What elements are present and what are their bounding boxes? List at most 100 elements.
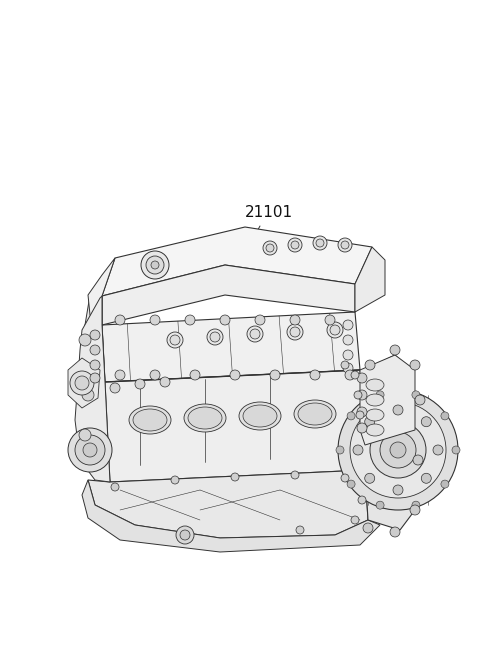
Ellipse shape [294,400,336,428]
Circle shape [356,411,364,419]
Circle shape [290,315,300,325]
Circle shape [231,473,239,481]
Polygon shape [102,227,372,296]
Circle shape [190,370,200,380]
Circle shape [255,315,265,325]
Circle shape [83,443,97,457]
Circle shape [351,371,359,379]
Circle shape [79,429,91,441]
Circle shape [441,480,449,488]
Circle shape [135,379,145,389]
Circle shape [351,516,359,524]
Circle shape [171,476,179,484]
Circle shape [330,325,340,335]
Circle shape [230,370,240,380]
Ellipse shape [188,407,222,429]
Circle shape [263,241,277,255]
Circle shape [370,422,426,478]
Polygon shape [360,355,415,445]
Circle shape [413,455,423,465]
Circle shape [376,501,384,509]
Circle shape [357,407,367,417]
Circle shape [353,445,363,455]
Circle shape [220,315,230,325]
Circle shape [115,370,125,380]
Circle shape [151,261,159,269]
Circle shape [365,473,375,483]
Circle shape [357,373,367,383]
Circle shape [365,417,375,426]
Circle shape [167,332,183,348]
Circle shape [110,383,120,393]
Circle shape [390,442,406,458]
Polygon shape [82,480,380,552]
Circle shape [357,423,367,433]
Circle shape [327,322,343,338]
Circle shape [79,334,91,346]
Circle shape [290,327,300,337]
Circle shape [170,335,180,345]
Circle shape [341,241,349,249]
Circle shape [90,330,100,340]
Circle shape [363,523,373,533]
Ellipse shape [298,403,332,425]
Circle shape [412,501,420,509]
Circle shape [390,527,400,537]
Circle shape [296,526,304,534]
Circle shape [270,370,280,380]
Circle shape [338,238,352,252]
Circle shape [316,239,324,247]
Polygon shape [88,470,368,538]
Ellipse shape [243,405,277,427]
Circle shape [287,324,303,340]
Polygon shape [75,296,110,482]
Polygon shape [365,355,415,530]
Circle shape [357,390,367,400]
Circle shape [82,389,94,401]
Polygon shape [68,358,100,408]
Polygon shape [102,265,355,325]
Circle shape [115,315,125,325]
Circle shape [210,332,220,342]
Polygon shape [88,258,115,325]
Circle shape [338,390,458,510]
Circle shape [343,350,353,360]
Circle shape [90,373,100,383]
Ellipse shape [133,409,167,431]
Circle shape [185,315,195,325]
Circle shape [347,412,355,420]
Circle shape [68,428,112,472]
Polygon shape [105,370,365,482]
Ellipse shape [184,404,226,432]
Circle shape [90,360,100,370]
Circle shape [90,345,100,355]
Circle shape [345,370,355,380]
Circle shape [343,363,353,373]
Circle shape [75,435,105,465]
Ellipse shape [239,402,281,430]
Circle shape [75,376,89,390]
Circle shape [390,345,400,355]
Circle shape [376,391,384,399]
Circle shape [310,370,320,380]
Circle shape [415,395,425,405]
Circle shape [452,446,460,454]
Circle shape [250,329,260,339]
Circle shape [141,251,169,279]
Circle shape [291,471,299,479]
Text: 21101: 21101 [245,205,293,220]
Circle shape [247,326,263,342]
Circle shape [358,496,366,504]
Polygon shape [85,295,105,382]
Circle shape [180,530,190,540]
Circle shape [288,238,302,252]
Ellipse shape [366,409,384,421]
Circle shape [150,315,160,325]
Polygon shape [90,215,408,545]
Circle shape [380,432,416,468]
Circle shape [365,360,375,370]
Circle shape [441,412,449,420]
Circle shape [325,315,335,325]
Circle shape [207,329,223,345]
Circle shape [336,446,344,454]
